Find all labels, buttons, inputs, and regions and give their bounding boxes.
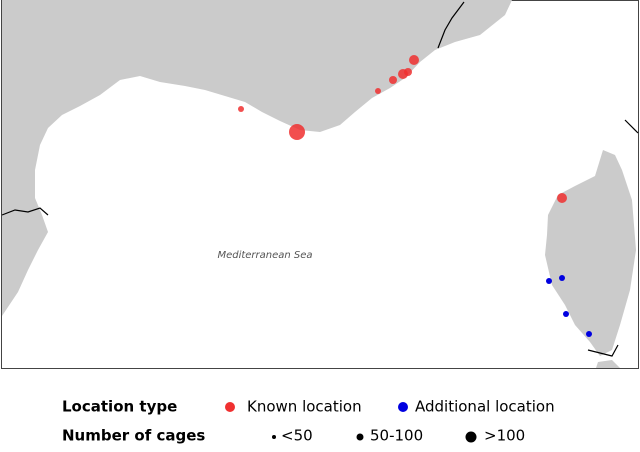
land	[2, 0, 636, 368]
border-line	[624, 119, 639, 134]
legend-swatch	[465, 431, 477, 443]
known-location-point	[289, 124, 305, 140]
known-location-point	[557, 193, 567, 203]
additional-location-point	[559, 275, 565, 281]
mainland-coast	[2, 0, 512, 316]
legend-item: <50	[281, 427, 313, 445]
known-location-point	[404, 68, 412, 76]
known-locations	[238, 55, 567, 203]
known-location-point	[389, 76, 397, 84]
legend-item: Additional location	[415, 398, 555, 416]
border-line	[587, 344, 619, 357]
sea-label: Mediterranean Sea	[217, 250, 312, 261]
known-location-point	[375, 88, 381, 94]
known-location-point	[238, 106, 244, 112]
legend: Location type Known location Additional …	[62, 398, 555, 445]
legend-item: 50-100	[370, 427, 423, 445]
legend-item: Known location	[247, 398, 362, 416]
legend-title: Location type	[62, 398, 177, 416]
border-line	[437, 1, 465, 49]
legend-swatch	[272, 435, 276, 439]
legend-swatch	[398, 402, 408, 412]
additional-locations	[546, 275, 592, 337]
additional-location-point	[563, 311, 569, 317]
legend-item: >100	[484, 427, 525, 445]
additional-location-point	[546, 278, 552, 284]
legend-swatch	[356, 433, 364, 441]
known-location-point	[409, 55, 419, 65]
corsica	[545, 150, 636, 356]
legend-title: Number of cages	[62, 427, 205, 445]
border-line	[1, 207, 49, 216]
legend-swatch	[225, 402, 235, 412]
borders	[1, 1, 639, 357]
sardinia	[596, 360, 620, 368]
additional-location-point	[586, 331, 592, 337]
